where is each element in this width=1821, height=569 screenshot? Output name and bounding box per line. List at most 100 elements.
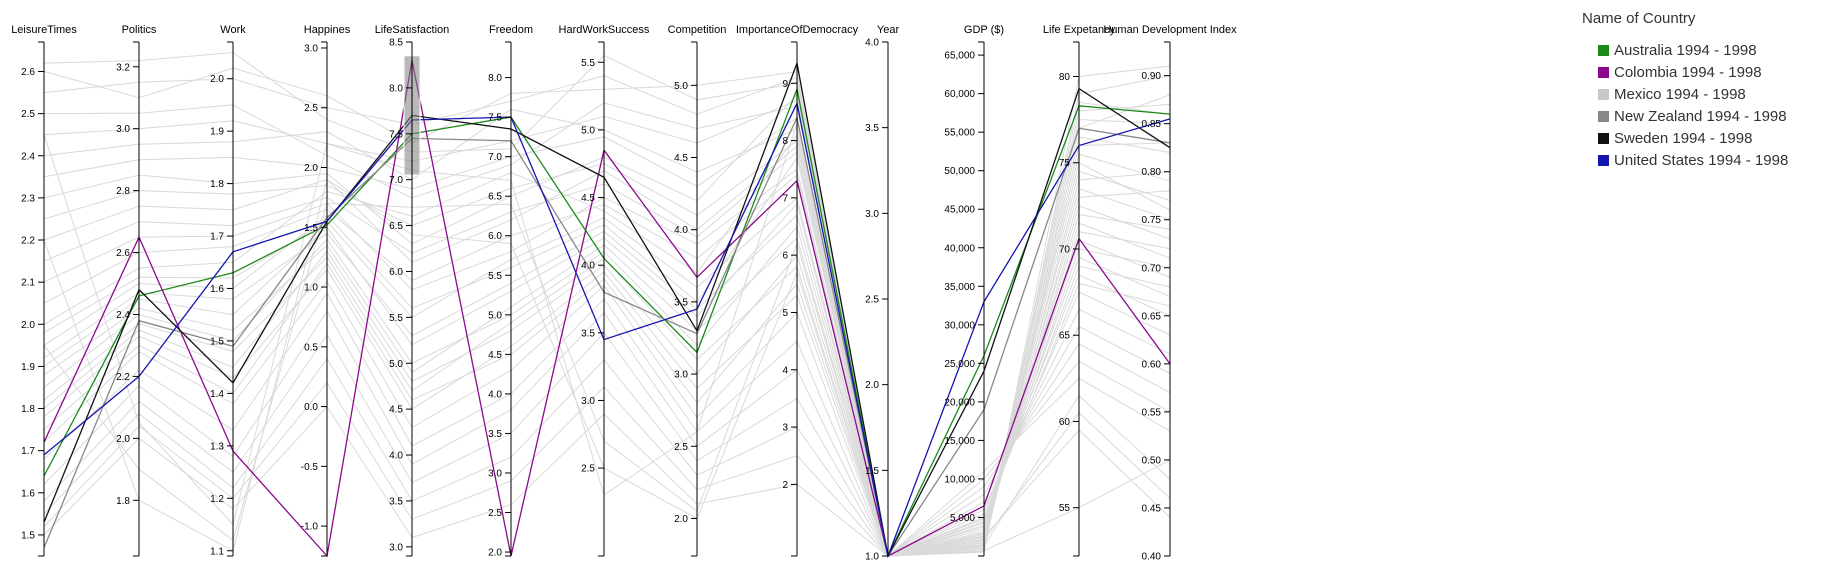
tick-label: 6 <box>782 251 788 262</box>
axis-politics[interactable]: 1.8 2.0 2.2 2.4 2.6 2.8 3.0 3.2 Politics <box>116 24 157 557</box>
tick-label: 2.0 <box>210 74 224 85</box>
tick-label: 75 <box>1059 158 1071 169</box>
tick-label: 2.2 <box>116 372 130 383</box>
axis-importanceofdemocracy[interactable]: 2 3 4 5 6 7 8 9 ImportanceOfDemocracy <box>736 24 859 557</box>
tick-label: 3.0 <box>389 542 403 553</box>
tick-label: 3.0 <box>116 124 130 135</box>
legend-item-united-states-1994-1998[interactable]: United States 1994 - 1998 <box>1598 149 1788 171</box>
tick-label: -0.5 <box>301 462 319 473</box>
tick-label: 8.0 <box>389 83 403 94</box>
tick-label: 2.8 <box>116 186 130 197</box>
tick-label: 7.0 <box>389 175 403 186</box>
tick-label: 20,000 <box>944 397 975 408</box>
axis-title: Freedom <box>489 24 533 36</box>
tick-label: 60 <box>1059 417 1071 428</box>
legend-swatch <box>1598 110 1609 122</box>
legend-item-australia-1994-1998[interactable]: Australia 1994 - 1998 <box>1598 39 1788 61</box>
tick-label: 4.0 <box>581 261 595 272</box>
tick-label: 5.0 <box>581 125 595 136</box>
series-line-australia-1994-1998 <box>43 86 1171 559</box>
tick-label: 2.0 <box>304 163 318 174</box>
axis-year[interactable]: 1.0 1.5 2.0 2.5 3.0 3.5 4.0 Year <box>865 24 899 563</box>
axis-competition[interactable]: 2.0 2.5 3.0 3.5 4.0 4.5 5.0 Competition <box>668 24 727 557</box>
tick-label: 3.5 <box>674 297 688 308</box>
legend-item-mexico-1994-1998[interactable]: Mexico 1994 - 1998 <box>1598 83 1788 105</box>
legend-label: United States 1994 - 1998 <box>1614 151 1789 169</box>
tick-label: 9 <box>782 79 788 90</box>
tick-label: 1.5 <box>210 336 224 347</box>
axis-freedom[interactable]: 2.0 2.5 3.0 3.5 4.0 4.5 5.0 5.5 6.0 6.5 7.0 7.5 8.0 F… <box>488 24 533 559</box>
legend: Name of Country Australia 1994 - 1998 Col… <box>1582 10 1788 171</box>
tick-label: 4.0 <box>674 225 688 236</box>
tick-label: 7 <box>782 193 788 204</box>
tick-label: 10,000 <box>944 474 975 485</box>
tick-label: 2.5 <box>304 103 318 114</box>
tick-label: 6.5 <box>488 192 502 203</box>
axis-lifesatisfaction[interactable]: 3.0 3.5 4.0 4.5 5.0 5.5 6.0 6.5 7.0 7.5 8.0 8.5 Life… <box>375 24 450 557</box>
tick-label: 6.0 <box>488 231 502 242</box>
tick-label: 1.6 <box>21 488 35 499</box>
axis-gdp[interactable]: 5,000 10,000 15,000 20,000 25,000 30,000 35,00… <box>944 24 1004 557</box>
background-line-14 <box>43 99 1171 557</box>
axis-human-development-index[interactable]: 0.40 0.45 0.50 0.55 0.60 0.65 0.70 0.75 0.80 0.85… <box>1103 24 1237 563</box>
tick-label: 6.0 <box>389 267 403 278</box>
tick-label: 1.1 <box>210 546 224 557</box>
tick-label: 0.75 <box>1142 215 1162 226</box>
legend-label: New Zealand 1994 - 1998 <box>1614 107 1787 125</box>
legend-swatch <box>1598 44 1609 56</box>
legend-label: Sweden 1994 - 1998 <box>1614 129 1753 147</box>
tick-label: 50,000 <box>944 166 975 177</box>
tick-label: 1.9 <box>210 127 224 138</box>
background-line-3 <box>43 101 1171 557</box>
axis-hardworksuccess[interactable]: 2.5 3.0 3.5 4.0 4.5 5.0 5.5 HardWorkSuccess <box>559 24 650 557</box>
tick-label: 2.0 <box>21 320 35 331</box>
background-line-13 <box>43 75 1171 557</box>
tick-label: 45,000 <box>944 205 975 216</box>
axis-title: HardWorkSuccess <box>559 24 650 36</box>
tick-label: 5.0 <box>674 81 688 92</box>
tick-label: 8 <box>782 136 788 147</box>
tick-label: 0.55 <box>1142 407 1162 418</box>
legend-swatch <box>1598 132 1609 144</box>
tick-label: 2.5 <box>674 442 688 453</box>
tick-label: 8.5 <box>389 38 403 49</box>
tick-label: 4.5 <box>389 405 403 416</box>
tick-label: 3.0 <box>488 468 502 479</box>
tick-label: 1.7 <box>210 232 224 243</box>
legend-item-colombia-1994-1998[interactable]: Colombia 1994 - 1998 <box>1598 61 1788 83</box>
background-line-11 <box>43 250 1171 557</box>
tick-label: 0.5 <box>304 342 318 353</box>
legend-item-new-zealand-1994-1998[interactable]: New Zealand 1994 - 1998 <box>1598 105 1788 127</box>
tick-label: 6.5 <box>389 221 403 232</box>
legend-item-sweden-1994-1998[interactable]: Sweden 1994 - 1998 <box>1598 127 1788 149</box>
tick-label: 40,000 <box>944 243 975 254</box>
tick-label: 4 <box>782 365 788 376</box>
tick-label: 2.5 <box>581 464 595 475</box>
axis-title: LeisureTimes <box>11 24 77 36</box>
tick-label: 7.5 <box>389 129 403 140</box>
axis-life-expetancy[interactable]: 55 60 65 70 75 80 Life Expetancy <box>1043 24 1116 557</box>
tick-label: 0.50 <box>1142 455 1162 466</box>
tick-label: 55 <box>1059 503 1071 514</box>
tick-label: 3.2 <box>116 62 130 73</box>
legend-title: Name of Country <box>1582 10 1696 27</box>
tick-label: 3.5 <box>389 496 403 507</box>
tick-label: 7.0 <box>488 152 502 163</box>
tick-label: 5 <box>782 308 788 319</box>
tick-label: 0.70 <box>1142 263 1162 274</box>
axis-leisuretimes[interactable]: 1.5 1.6 1.7 1.8 1.9 2.0 2.1 2.2 2.3 2.4 2.5 2.6 Leis… <box>11 24 77 557</box>
tick-label: 2.5 <box>865 295 879 306</box>
tick-label: 1.2 <box>210 494 224 505</box>
tick-label: 2.0 <box>674 514 688 525</box>
tick-label: 4.0 <box>389 451 403 462</box>
axis-happines[interactable]: -1.0 -0.5 0.0 0.5 1.0 1.5 2.0 2.5 3.0 Happines <box>301 24 351 557</box>
tick-label: 2.1 <box>21 278 35 289</box>
tick-label: 3 <box>782 423 788 434</box>
axis-title: ImportanceOfDemocracy <box>736 24 859 36</box>
legend-swatch <box>1598 154 1609 166</box>
axis-title: Human Development Index <box>1103 24 1237 36</box>
axis-title: Work <box>220 24 246 36</box>
tick-label: 4.5 <box>674 153 688 164</box>
axis-work[interactable]: 1.1 1.2 1.3 1.4 1.5 1.6 1.7 1.8 1.9 2.0 Work <box>210 24 246 557</box>
